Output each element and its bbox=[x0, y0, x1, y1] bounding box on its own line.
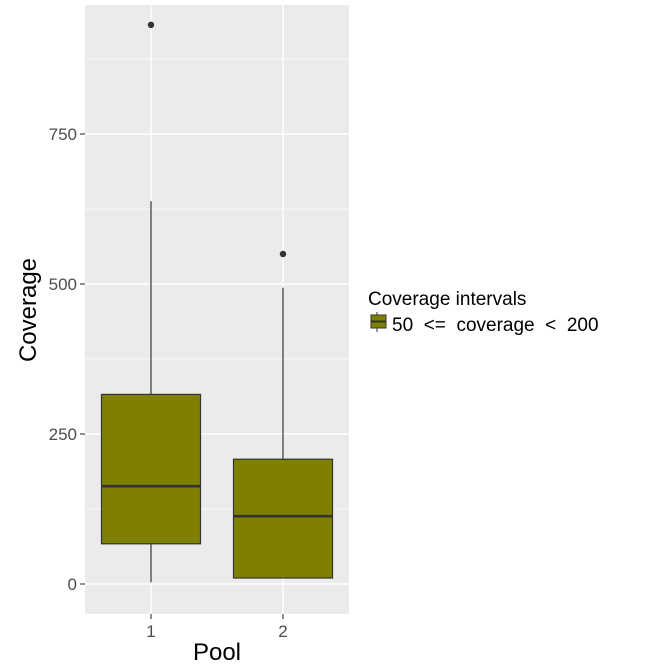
x-tick-label: 1 bbox=[146, 622, 155, 641]
y-tick-label: 500 bbox=[49, 275, 77, 294]
outlier-point bbox=[147, 21, 155, 28]
y-tick-label: 0 bbox=[68, 575, 77, 594]
boxes-layer bbox=[100, 21, 334, 583]
iqr-box bbox=[100, 393, 202, 545]
y-axis: 0 250 500 750 bbox=[49, 125, 85, 594]
y-tick-label: 750 bbox=[49, 125, 77, 144]
y-axis-title: Coverage bbox=[15, 258, 42, 362]
x-tick-label: 2 bbox=[278, 622, 287, 641]
outlier-point bbox=[279, 250, 287, 258]
legend-key bbox=[370, 312, 387, 332]
y-tick-label: 250 bbox=[49, 425, 77, 444]
x-axis-title: Pool bbox=[193, 639, 241, 666]
iqr-box bbox=[232, 458, 334, 579]
box-pool-1 bbox=[100, 21, 202, 583]
legend: Coverage intervals 50 <= coverage < 200 bbox=[368, 289, 599, 336]
legend-label: 50 <= coverage < 200 bbox=[392, 315, 599, 336]
box-pool-2 bbox=[232, 250, 334, 579]
legend-title: Coverage intervals bbox=[368, 289, 526, 310]
